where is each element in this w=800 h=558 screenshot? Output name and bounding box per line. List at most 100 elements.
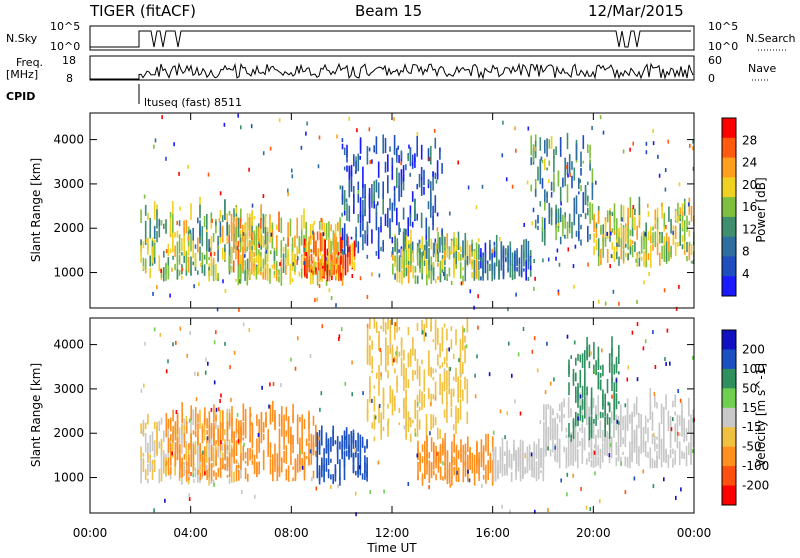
velocity-cell [626, 412, 629, 430]
velocity-cell [174, 456, 177, 467]
velocity-cell [185, 461, 188, 482]
power-cell [489, 239, 491, 261]
power-cell [351, 274, 354, 278]
velocity-cell [296, 437, 299, 445]
velocity-cell [536, 368, 539, 373]
power-cell [346, 240, 348, 247]
cpid-label: CPID [6, 90, 35, 103]
power-cell [382, 181, 384, 200]
velocity-cell [676, 437, 679, 449]
power-cell [317, 262, 320, 271]
velocity-cell [435, 473, 437, 481]
power-cell [251, 209, 253, 220]
velocity-cell [674, 450, 676, 465]
power-cell [255, 234, 258, 256]
power-cell [265, 249, 268, 254]
velocity-cell [462, 331, 464, 351]
power-cell [181, 252, 183, 256]
power-cell [555, 209, 557, 225]
velocity-cell [190, 405, 192, 421]
nsearch-tick-top: 10^5 [708, 20, 738, 33]
velocity-cell [617, 436, 620, 451]
velocity-cell [622, 451, 624, 455]
velocity-cell [460, 372, 462, 377]
nsky-panel: N.Sky 10^5 10^0 10^5 10^0 N.Search [6, 20, 796, 53]
power-cell [359, 197, 362, 217]
velocity-cell [567, 434, 570, 449]
power-cell [482, 256, 484, 262]
velocity-cell [249, 447, 251, 461]
velocity-cell [357, 432, 359, 452]
power-cell [478, 260, 480, 271]
power-cell [681, 203, 684, 216]
velocity-cell [464, 335, 466, 343]
velocity-cell [556, 446, 559, 463]
velocity-cell [579, 405, 582, 421]
power-cell [690, 205, 693, 222]
velocity-cell [506, 411, 508, 416]
velocity-cell [425, 318, 428, 328]
velocity-cell [403, 375, 405, 391]
velocity-cell [382, 318, 385, 332]
velocity-cell [215, 449, 217, 466]
velocity-cell [448, 366, 450, 387]
power-cell [631, 208, 634, 222]
power-cell [287, 188, 289, 193]
velocity-cell [428, 387, 430, 400]
velocity-cell [663, 432, 665, 436]
power-cell [341, 251, 344, 255]
power-cell [542, 258, 544, 263]
velocity-cell [455, 373, 457, 383]
velocity-cell [540, 461, 542, 465]
power-cell [527, 126, 530, 131]
power-cell [207, 172, 210, 177]
power-cell [405, 267, 408, 277]
velocity-cell [427, 369, 430, 374]
power-cell [211, 218, 213, 223]
power-cell [316, 271, 319, 286]
velocity-cell [588, 416, 591, 437]
velocity-cell [517, 352, 520, 357]
power-cell [171, 267, 173, 272]
velocity-cell [653, 391, 656, 396]
power-cell [228, 210, 231, 216]
velocity-cell [163, 430, 165, 436]
power-cell [473, 250, 476, 259]
velocity-cell [658, 445, 661, 450]
power-cell [344, 254, 347, 275]
power-cell [629, 246, 632, 255]
velocity-cell [567, 458, 570, 467]
velocity-cell [204, 370, 207, 375]
velocity-cell [604, 419, 606, 438]
velocity-cell [631, 411, 633, 424]
velocity-cell [672, 400, 674, 408]
velocity-cell [626, 456, 629, 468]
velocity-cell [195, 397, 198, 402]
power-cell [656, 207, 659, 223]
power-cell [398, 185, 400, 202]
power-cell [573, 167, 576, 181]
velocity-cell [688, 419, 690, 433]
velocity-cell [251, 422, 254, 436]
power-cell [597, 238, 600, 257]
power-cell [593, 233, 595, 243]
velocity-cell [444, 442, 446, 458]
power-cell [663, 288, 666, 293]
power-cell [190, 256, 192, 276]
power-cell [616, 218, 618, 233]
velocity-cell [644, 440, 647, 457]
velocity-cell [487, 433, 489, 454]
velocity-cell [204, 446, 206, 463]
velocity-cell [281, 457, 283, 473]
power-cell [239, 237, 242, 243]
velocity-cell [247, 473, 249, 482]
velocity-cell [348, 446, 350, 458]
velocity-cell [407, 417, 410, 433]
power-cell [582, 192, 585, 214]
power-cell [346, 203, 348, 221]
power-cell [475, 259, 478, 280]
velocity-cell [581, 423, 584, 434]
velocity-cell [618, 355, 620, 364]
power-cell [480, 276, 482, 281]
power-cell [645, 222, 647, 238]
